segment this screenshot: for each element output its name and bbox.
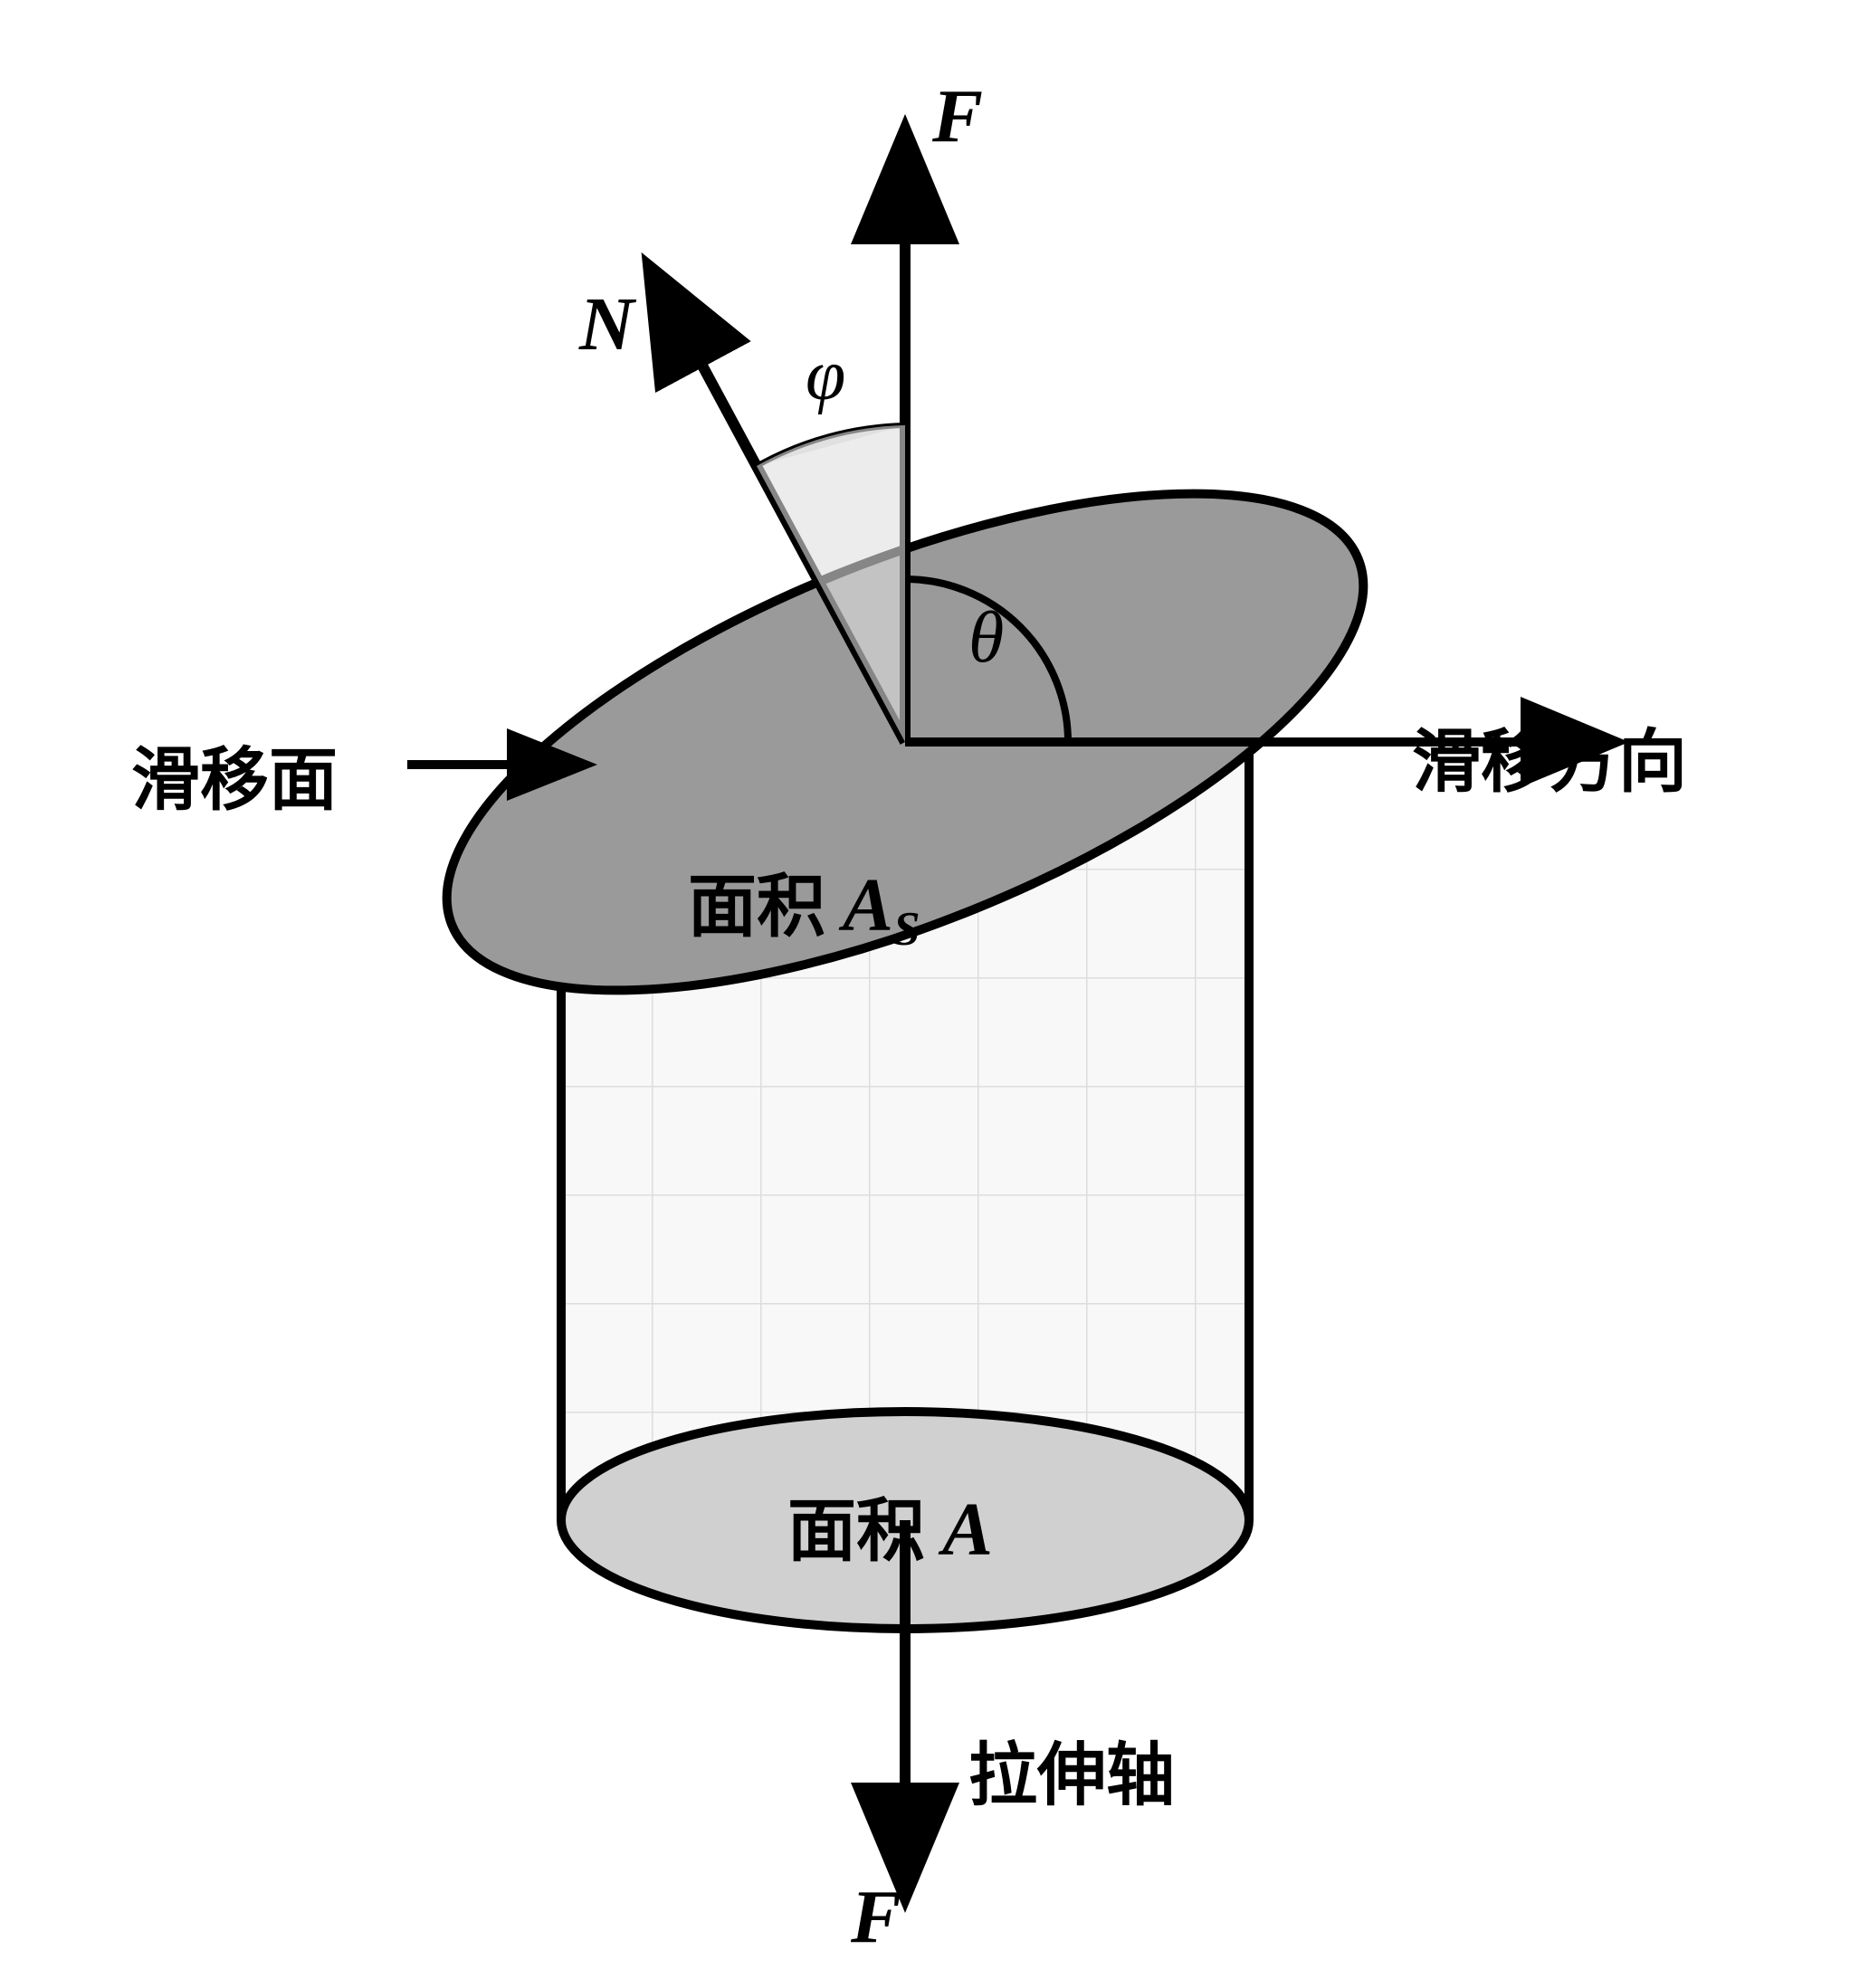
label-area-as: 面积 AS [688, 851, 920, 956]
label-force-top: F [932, 72, 983, 160]
label-phi: φ [806, 335, 845, 417]
label-normal: N [579, 281, 634, 368]
label-area-a: 面积 A [787, 1475, 993, 1574]
label-tensile-axis: 拉伸轴 [968, 1719, 1175, 1819]
area-as-sub: S [893, 902, 920, 956]
schmid-diagram: F N φ θ 滑移面 滑移方向 面积 AS 面积 A 拉伸轴 F [0, 0, 1850, 1988]
area-a-prefix: 面积 [787, 1494, 942, 1570]
area-as-prefix: 面积 [688, 870, 843, 946]
diagram-svg [0, 0, 1850, 1988]
label-slip-plane: 滑移面 [131, 724, 338, 823]
label-theta: θ [968, 597, 1004, 680]
area-as-var: A [843, 863, 893, 947]
label-slip-direction: 滑移方向 [1412, 706, 1687, 805]
label-force-bottom: F [851, 1873, 901, 1961]
area-a-var: A [942, 1488, 993, 1572]
